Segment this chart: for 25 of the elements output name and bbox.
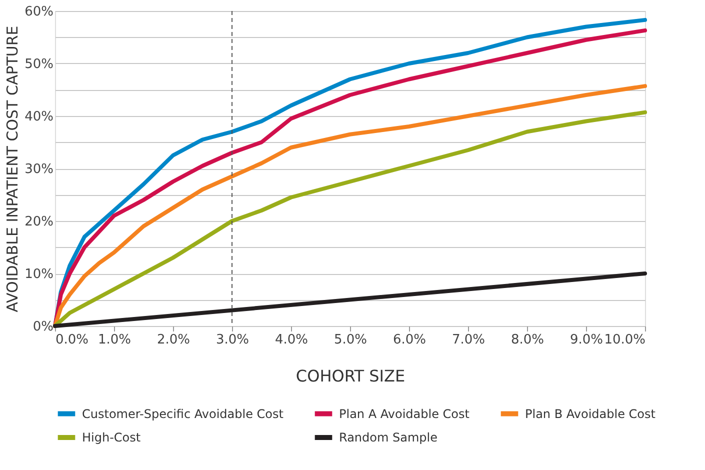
legend-label: Random Sample: [339, 430, 438, 444]
legend-label: Plan A Avoidable Cost: [339, 406, 470, 421]
x-tick-label: 4.0%: [274, 332, 308, 348]
y-tick-label: 10%: [24, 267, 54, 282]
legend-label: High-Cost: [82, 430, 141, 444]
x-tick-label: 8.0%: [510, 332, 544, 348]
x-tick-label: 2.0%: [156, 332, 190, 348]
y-tick-label: 40%: [24, 110, 54, 124]
x-axis-title: COHORT SIZE: [296, 366, 406, 386]
x-tick-label: 5.0%: [334, 332, 368, 348]
x-tick-label: 6.0%: [392, 332, 426, 348]
x-tick-label: 7.0%: [452, 332, 486, 348]
y-tick-label: 60%: [24, 4, 54, 20]
x-tick-label: 3.0%: [216, 332, 250, 348]
y-tick-label: 50%: [24, 57, 54, 72]
x-tick-label: 0.0%: [56, 332, 89, 348]
x-tick-label: 1.0%: [98, 332, 132, 348]
x-tick-label: 10.0%: [604, 332, 646, 348]
legend-label: Plan B Avoidable Cost: [525, 406, 656, 421]
y-tick-label: 0%: [32, 320, 54, 334]
y-axis-title: AVOIDABLE INPATIENT COST CAPTURE: [4, 26, 22, 312]
y-tick-label: 30%: [24, 162, 54, 177]
x-tick-label: 9.0%: [570, 332, 604, 348]
y-tick-label: 20%: [24, 214, 54, 230]
legend-label: Customer-Specific Avoidable Cost: [82, 406, 284, 421]
